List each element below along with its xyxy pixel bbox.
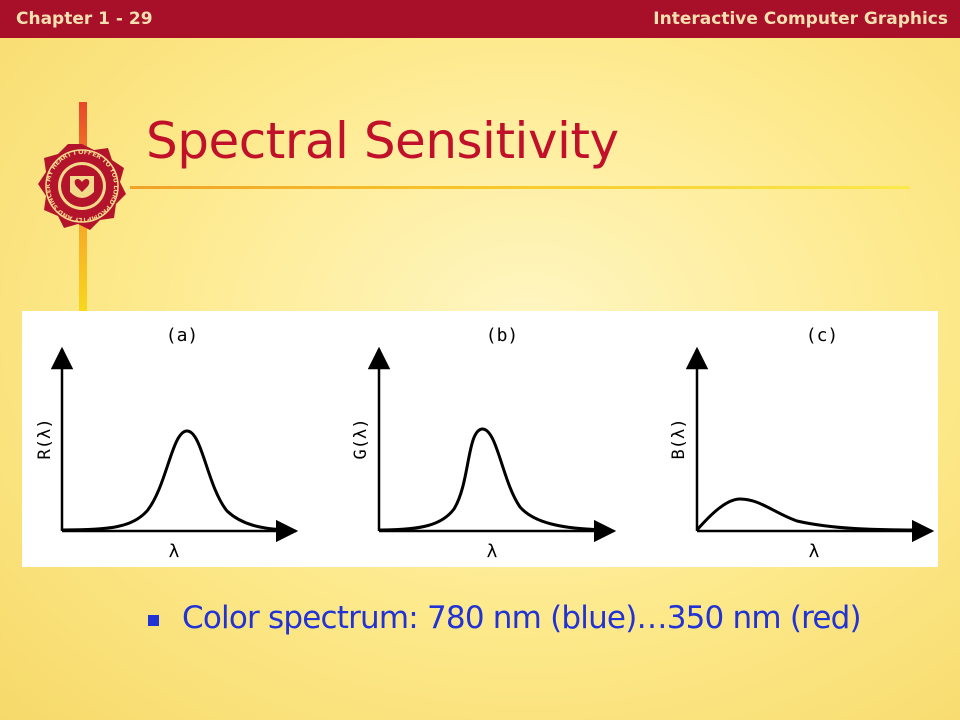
spectral-curves-svg: (a) R(λ) λ (b) G(λ) λ (c) B(λ) λ: [35, 325, 935, 562]
panel-b-curve: [378, 427, 608, 532]
title-underline: [130, 186, 910, 189]
panel-a-curve: [61, 429, 288, 532]
panel-a-x-label: λ: [169, 541, 180, 562]
spectral-figure: (a) R(λ) λ (b) G(λ) λ (c) B(λ) λ: [22, 311, 938, 567]
chapter-label: Chapter 1 - 29: [16, 9, 153, 29]
bullet-text: Color spectrum: 780 nm (blue)…350 nm (re…: [182, 600, 862, 636]
panel-b: (b) G(λ) λ: [351, 325, 617, 562]
course-title: Interactive Computer Graphics: [653, 9, 948, 29]
panel-c: (c) B(λ) λ: [669, 325, 935, 562]
panel-c-y-label: B(λ): [669, 419, 689, 460]
panel-b-x-label: λ: [487, 541, 498, 562]
panel-a-label: (a): [166, 325, 199, 346]
header-bar: Chapter 1 - 29 Interactive Computer Grap…: [0, 0, 960, 38]
panel-b-y-label: G(λ): [351, 419, 371, 460]
university-seal-logo: MY HEART I OFFER TO YOU LORD PROMPTLY AN…: [38, 142, 126, 230]
panel-c-label: (c): [806, 325, 839, 346]
bullet-square-icon: [148, 615, 159, 626]
slide-title: Spectral Sensitivity: [146, 112, 619, 170]
panel-b-label: (b): [486, 325, 519, 346]
panel-c-x-label: λ: [809, 541, 820, 562]
panel-a: (a) R(λ) λ: [35, 325, 299, 562]
panel-a-y-label: R(λ): [35, 419, 55, 460]
panel-c-curve: [695, 497, 928, 532]
